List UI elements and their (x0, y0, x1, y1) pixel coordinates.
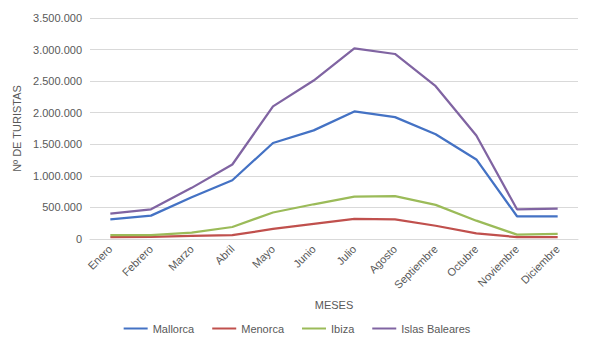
svg-text:3.000.000: 3.000.000 (33, 44, 82, 56)
svg-text:Agosto: Agosto (367, 243, 400, 276)
svg-text:Abril: Abril (213, 243, 237, 267)
svg-text:Marzo: Marzo (166, 243, 196, 273)
svg-text:Mayo: Mayo (250, 243, 277, 270)
svg-text:1.500.000: 1.500.000 (33, 138, 82, 150)
svg-text:MESES: MESES (315, 299, 354, 311)
svg-text:Julio: Julio (334, 243, 358, 267)
svg-text:Octubre: Octubre (444, 243, 480, 279)
svg-text:Mallorca: Mallorca (153, 323, 195, 335)
svg-text:Islas Baleares: Islas Baleares (401, 323, 471, 335)
svg-text:500.000: 500.000 (42, 201, 82, 213)
svg-text:3.500.000: 3.500.000 (33, 12, 82, 24)
svg-text:Diciembre: Diciembre (518, 243, 561, 286)
svg-text:Enero: Enero (85, 243, 114, 272)
svg-text:1.000.000: 1.000.000 (33, 170, 82, 182)
svg-text:Junio: Junio (291, 243, 318, 270)
svg-text:Febrero: Febrero (120, 243, 156, 279)
svg-text:Ibiza: Ibiza (331, 323, 355, 335)
svg-text:2.500.000: 2.500.000 (33, 75, 82, 87)
svg-text:0: 0 (76, 233, 82, 245)
svg-text:Nº DE TURISTAS: Nº DE TURISTAS (11, 85, 23, 172)
svg-text:Septiembre: Septiembre (392, 243, 440, 291)
svg-text:Menorca: Menorca (241, 323, 285, 335)
svg-text:2.000.000: 2.000.000 (33, 107, 82, 119)
svg-text:Noviembre: Noviembre (475, 243, 521, 289)
